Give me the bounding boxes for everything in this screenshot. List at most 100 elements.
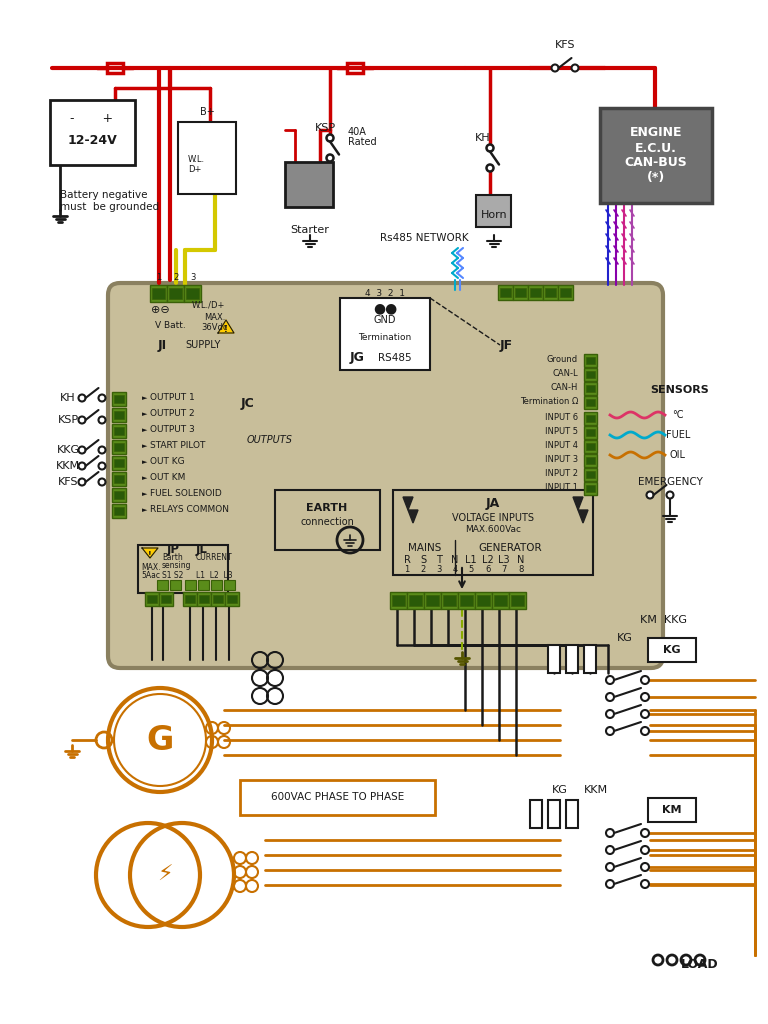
Text: W.L.: W.L.	[188, 156, 205, 165]
Text: ENGINE: ENGINE	[630, 126, 682, 138]
Text: Ground: Ground	[547, 355, 578, 365]
Text: 600VAC PHASE TO PHASE: 600VAC PHASE TO PHASE	[271, 792, 405, 802]
Bar	[460, 595, 473, 606]
Text: RS485: RS485	[378, 353, 412, 362]
Text: JA: JA	[486, 497, 500, 510]
Bar	[545, 288, 556, 297]
Text: Rs485 NETWORK: Rs485 NETWORK	[380, 233, 468, 243]
Bar	[112, 472, 126, 486]
Text: KM  KKG: KM KKG	[640, 615, 687, 625]
Text: Earth: Earth	[162, 554, 183, 562]
Text: CAN-L: CAN-L	[552, 370, 578, 379]
Text: LOAD: LOAD	[681, 958, 719, 972]
Bar	[170, 580, 181, 590]
Bar	[199, 595, 209, 603]
Text: S1 S2: S1 S2	[162, 571, 184, 581]
Circle shape	[641, 693, 649, 701]
Circle shape	[667, 492, 674, 499]
Bar	[185, 580, 196, 590]
Text: L1  L2  L3: L1 L2 L3	[196, 571, 233, 581]
Bar	[584, 645, 596, 673]
Bar	[213, 595, 223, 603]
Text: Battery negative: Battery negative	[60, 190, 147, 200]
Text: Starter: Starter	[290, 225, 329, 234]
Text: 3: 3	[436, 565, 442, 574]
Circle shape	[78, 463, 85, 469]
Text: OUTPUT 2: OUTPUT 2	[150, 410, 194, 419]
Text: ►: ►	[142, 395, 147, 401]
Text: 12-24V: 12-24V	[67, 133, 117, 146]
Bar	[584, 482, 597, 495]
Text: KH: KH	[60, 393, 76, 403]
Text: INPUT 4: INPUT 4	[545, 441, 578, 451]
Text: GENERATOR: GENERATOR	[478, 543, 541, 553]
Text: 40A: 40A	[348, 127, 367, 137]
Text: KFS: KFS	[554, 40, 575, 50]
Bar	[114, 395, 124, 403]
Circle shape	[98, 394, 105, 401]
Bar	[511, 595, 524, 606]
Bar	[586, 471, 595, 478]
Text: KG: KG	[552, 785, 568, 795]
Bar	[586, 485, 595, 492]
Bar	[586, 371, 595, 378]
Bar	[150, 285, 167, 302]
Bar	[586, 399, 595, 406]
Text: FUEL: FUEL	[666, 430, 690, 440]
Text: 36Vdc: 36Vdc	[202, 323, 228, 332]
Text: ►: ►	[142, 490, 147, 497]
Text: CAN-BUS: CAN-BUS	[624, 157, 687, 170]
Bar	[509, 592, 526, 609]
Text: OUTPUT 3: OUTPUT 3	[150, 426, 195, 434]
Text: Termination Ω: Termination Ω	[520, 397, 578, 407]
Bar	[112, 456, 126, 470]
Text: Termination: Termination	[359, 334, 412, 342]
Bar	[543, 285, 558, 300]
Bar	[112, 392, 126, 406]
Bar	[586, 457, 595, 464]
Bar	[211, 592, 225, 606]
Text: KH: KH	[475, 133, 491, 143]
Text: 7: 7	[502, 565, 507, 574]
Bar	[584, 354, 597, 367]
Text: JF: JF	[500, 339, 513, 351]
Text: ►: ►	[142, 443, 147, 449]
Text: T: T	[436, 555, 442, 565]
Circle shape	[571, 65, 578, 72]
Bar	[157, 580, 168, 590]
Bar	[211, 580, 222, 590]
Text: JG: JG	[350, 351, 365, 365]
Text: KKM: KKM	[56, 461, 80, 471]
Bar	[147, 595, 157, 603]
Circle shape	[641, 846, 649, 854]
Bar	[407, 592, 424, 609]
Text: -       +: - +	[71, 112, 114, 125]
Circle shape	[641, 863, 649, 871]
Bar	[185, 595, 195, 603]
Circle shape	[78, 478, 85, 485]
Circle shape	[695, 955, 705, 965]
Text: INPUT 3: INPUT 3	[545, 456, 578, 465]
Text: L3: L3	[498, 555, 510, 565]
Bar	[586, 415, 595, 422]
Bar	[152, 288, 165, 299]
Text: W.L./D+: W.L./D+	[192, 300, 225, 309]
Text: ⊕⊖: ⊕⊖	[151, 305, 170, 315]
Bar	[112, 408, 126, 422]
Text: EMERGENCY: EMERGENCY	[637, 477, 703, 487]
Bar	[530, 800, 542, 828]
Bar	[224, 580, 235, 590]
Bar	[198, 580, 209, 590]
Text: INPUT 2: INPUT 2	[545, 469, 578, 478]
Bar	[584, 426, 597, 439]
Bar	[159, 592, 173, 606]
Bar	[409, 595, 422, 606]
Text: °C: °C	[672, 410, 684, 420]
Text: 2: 2	[420, 565, 425, 574]
Text: 1: 1	[157, 273, 161, 283]
Bar	[340, 298, 430, 370]
Bar	[476, 195, 511, 227]
Bar	[584, 396, 597, 409]
Text: JL: JL	[196, 544, 208, 556]
Text: L1: L1	[465, 555, 477, 565]
